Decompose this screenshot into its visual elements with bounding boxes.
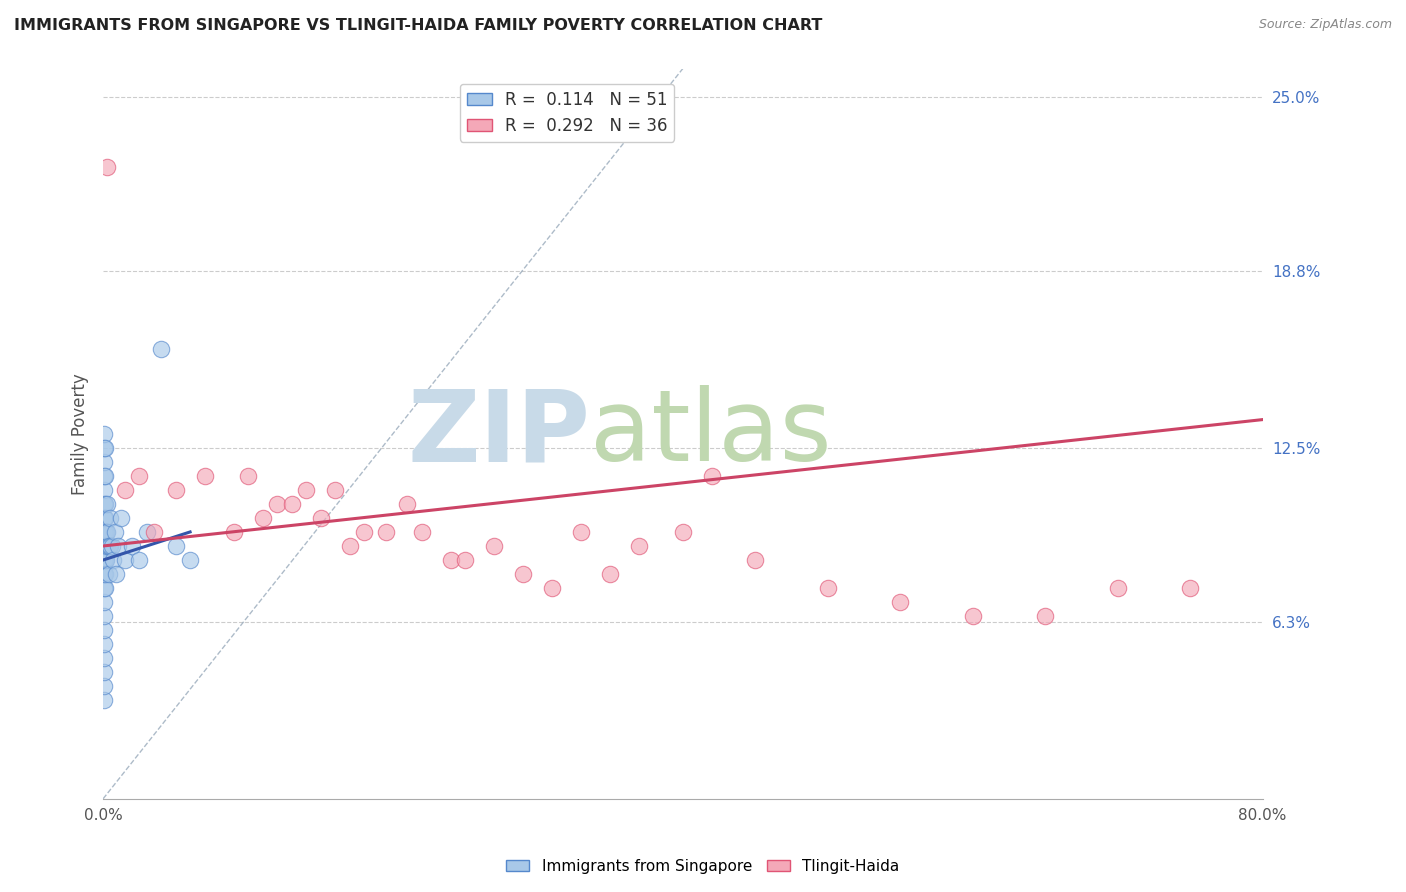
Point [411,524,433,539]
Point [599,567,621,582]
Point [571,524,593,539]
Point [97,539,120,553]
Point [96,524,118,539]
Point [889,595,911,609]
Point [93,665,115,680]
Point [93,609,115,624]
Point [94,524,117,539]
Point [222,524,245,539]
Point [93,595,115,609]
Point [93,680,115,694]
Point [121,539,143,553]
Point [93,581,115,595]
Point [628,539,651,553]
Point [100,511,122,525]
Point [107,539,129,553]
Point [700,468,723,483]
Point [165,539,187,553]
Point [484,539,506,553]
Point [93,567,115,582]
Point [512,567,534,582]
Y-axis label: Family Poverty: Family Poverty [72,373,89,494]
Point [101,539,124,553]
Point [541,581,564,595]
Point [114,483,136,497]
Point [93,455,115,469]
Point [440,553,463,567]
Point [93,651,115,665]
Point [266,497,288,511]
Point [93,539,115,553]
Point [962,609,984,624]
Point [142,524,165,539]
Point [128,553,150,567]
Point [128,468,150,483]
Point [103,553,125,567]
Point [339,539,361,553]
Point [97,567,120,582]
Point [744,553,766,567]
Text: IMMIGRANTS FROM SINGAPORE VS TLINGIT-HAIDA FAMILY POVERTY CORRELATION CHART: IMMIGRANTS FROM SINGAPORE VS TLINGIT-HAI… [14,18,823,33]
Point [94,539,117,553]
Point [94,553,117,567]
Point [252,511,274,525]
Point [1178,581,1201,595]
Point [280,497,302,511]
Point [135,524,157,539]
Point [104,524,127,539]
Point [93,468,115,483]
Point [110,511,132,525]
Point [94,511,117,525]
Point [672,524,695,539]
Point [396,497,419,511]
Point [93,524,115,539]
Point [105,567,128,582]
Point [309,511,332,525]
Point [114,553,136,567]
Point [96,497,118,511]
Point [93,637,115,651]
Point [93,483,115,497]
Text: Source: ZipAtlas.com: Source: ZipAtlas.com [1258,18,1392,31]
Point [93,693,115,707]
Point [1107,581,1129,595]
Point [323,483,346,497]
Point [93,524,115,539]
Point [93,441,115,455]
Legend: Immigrants from Singapore, Tlingit-Haida: Immigrants from Singapore, Tlingit-Haida [501,853,905,880]
Point [165,483,187,497]
Point [150,343,173,357]
Point [93,468,115,483]
Point [96,160,118,174]
Point [93,581,115,595]
Point [93,426,115,441]
Text: ZIP: ZIP [408,385,591,483]
Point [454,553,477,567]
Legend: R =  0.114   N = 51, R =  0.292   N = 36: R = 0.114 N = 51, R = 0.292 N = 36 [460,84,673,142]
Point [236,468,259,483]
Point [179,553,201,567]
Point [94,567,117,582]
Point [1033,609,1056,624]
Point [93,553,115,567]
Point [353,524,375,539]
Point [295,483,318,497]
Point [374,524,396,539]
Point [96,539,118,553]
Point [817,581,839,595]
Point [93,624,115,638]
Point [93,441,115,455]
Point [93,511,115,525]
Point [194,468,217,483]
Point [93,553,115,567]
Text: atlas: atlas [591,385,832,483]
Point [100,539,122,553]
Point [93,497,115,511]
Point [93,497,115,511]
